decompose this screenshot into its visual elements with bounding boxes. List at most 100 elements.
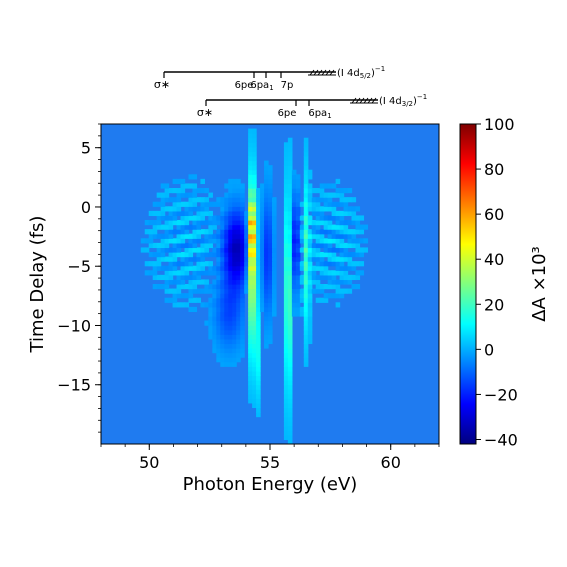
heatmap-cell	[339, 256, 345, 262]
heatmap-cell	[283, 242, 289, 249]
heatmap-cell	[220, 220, 225, 226]
heatmap-cell	[287, 375, 293, 381]
heatmap-cell	[287, 338, 293, 345]
heatmap-cell	[212, 288, 217, 294]
heatmap-cell	[291, 284, 297, 290]
heatmap-cell	[256, 361, 261, 367]
heatmap-cell	[268, 338, 273, 345]
heatmap-cell	[232, 343, 237, 349]
heatmap-cell	[260, 302, 265, 308]
heatmap-cell	[319, 188, 325, 194]
heatmap-cell	[248, 320, 253, 326]
heatmap-cell	[303, 192, 309, 198]
colorbar-gradient	[460, 124, 476, 444]
heatmap-cell	[327, 270, 333, 276]
heatmap-cell	[256, 274, 261, 281]
heatmap-cell	[339, 265, 345, 271]
heatmap-cell	[172, 210, 178, 217]
heatmap-cell	[311, 252, 317, 258]
heatmap-cell	[168, 247, 174, 253]
heatmap-cell	[319, 183, 325, 189]
heatmap-cell	[228, 316, 233, 322]
heatmap-cell	[287, 183, 293, 189]
heatmap-cell	[228, 220, 233, 226]
heatmap-cell	[192, 265, 198, 271]
heatmap-cell	[331, 224, 337, 230]
heatmap-cell	[319, 252, 325, 258]
heatmap-cell	[192, 306, 198, 313]
heatmap-cell	[236, 329, 241, 335]
heatmap-cell	[291, 270, 297, 276]
heatmap-cell	[307, 188, 313, 194]
heatmap-cell	[160, 274, 166, 281]
heatmap-cell	[244, 229, 249, 235]
heatmap-cell	[268, 210, 273, 217]
heatmap-cell	[256, 238, 261, 244]
heatmap-cell	[240, 284, 245, 290]
heatmap-cell	[232, 361, 237, 367]
heatmap-cell	[164, 224, 170, 230]
heatmap-cell	[252, 197, 257, 203]
heatmap-cell	[323, 206, 329, 212]
heatmap-cell	[224, 192, 229, 198]
heatmap-cell	[236, 348, 241, 354]
heatmap-cell	[256, 293, 261, 299]
heatmap-cell	[256, 284, 261, 290]
heatmap-cell	[180, 302, 186, 308]
heatmap-cell	[248, 247, 253, 253]
heatmap-cell	[343, 220, 349, 226]
heatmap-cell	[264, 302, 269, 308]
heatmap-cell	[256, 252, 261, 258]
heatmap-cell	[271, 288, 277, 294]
heatmap-cell	[252, 297, 257, 303]
heatmap-cell	[303, 178, 309, 185]
heatmap-cell	[291, 215, 297, 221]
heatmap-cell	[359, 229, 365, 235]
heatmap-cell	[307, 192, 313, 198]
heatmap-cell	[228, 329, 233, 335]
heatmap-cell	[303, 142, 309, 148]
heatmap-cell	[327, 183, 333, 189]
heatmap-cell	[152, 210, 158, 217]
heatmap-cell	[260, 188, 265, 194]
heatmap-cell	[244, 288, 249, 294]
heatmap-cell	[283, 352, 289, 358]
heatmap-cell	[192, 247, 198, 253]
heatmap-cell	[240, 215, 245, 221]
heatmap-cell	[232, 201, 237, 207]
heatmap-cell	[248, 220, 253, 226]
heatmap-cell	[260, 183, 265, 189]
heatmap-cell	[248, 210, 253, 217]
heatmap-cell	[236, 206, 241, 212]
heatmap-cell	[232, 279, 237, 285]
heatmap-cell	[200, 197, 205, 203]
heatmap-cell	[212, 334, 217, 340]
heatmap-cell	[291, 229, 297, 235]
heatmap-cell	[224, 306, 229, 313]
heatmap-cell	[319, 192, 325, 198]
heatmap-cell	[240, 352, 245, 358]
heatmap-cell	[268, 206, 273, 212]
heatmap-cell	[287, 316, 293, 322]
heatmap-cell	[299, 279, 305, 285]
heatmap-cell	[260, 247, 265, 253]
heatmap-cell	[208, 306, 213, 313]
heatmap-cell	[252, 151, 257, 157]
heatmap-cell	[252, 398, 257, 404]
heatmap-cell	[307, 183, 313, 189]
heatmap-cell	[208, 215, 213, 221]
heatmap-cell	[216, 284, 221, 290]
heatmap-cell	[303, 197, 309, 203]
heatmap-cell	[224, 201, 229, 207]
heatmap-cell	[176, 247, 182, 253]
heatmap-cell	[252, 188, 257, 194]
heatmap-cell	[271, 306, 277, 313]
heatmap-cell	[220, 247, 225, 253]
heatmap-cell	[287, 274, 293, 281]
heatmap-cell	[264, 210, 269, 217]
heatmap-cell	[331, 233, 337, 239]
y-tick-label: −5	[67, 257, 91, 276]
heatmap-cell	[236, 265, 241, 271]
heatmap-cell	[335, 288, 341, 294]
heatmap-cell	[347, 210, 353, 217]
